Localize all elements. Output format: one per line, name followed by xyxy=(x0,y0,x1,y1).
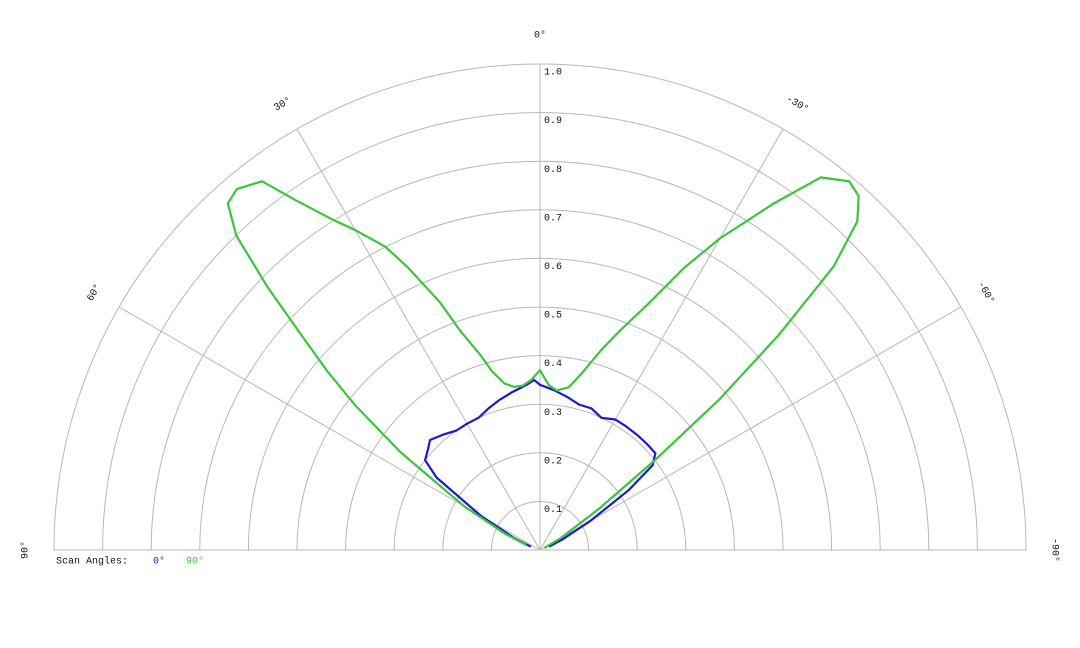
r-tick-label: 1.0 xyxy=(544,68,562,79)
r-tick-label: 0.8 xyxy=(544,165,562,176)
grid-spoke xyxy=(296,128,541,551)
legend-entry: 90° xyxy=(186,556,204,568)
theta-tick-label: 60° xyxy=(85,282,104,304)
grid-spoke xyxy=(539,306,962,551)
r-tick-label: 0.1 xyxy=(544,505,562,516)
theta-tick-label: 0° xyxy=(534,30,546,42)
r-tick-label: 0.4 xyxy=(544,359,562,370)
theta-tick-label: 90° xyxy=(20,541,32,559)
r-tick-label: 0.3 xyxy=(544,408,562,419)
r-tick-label: 0.6 xyxy=(544,262,562,273)
grid-spoke xyxy=(539,128,784,551)
r-tick-label: 0.2 xyxy=(544,456,562,467)
series-line xyxy=(226,176,860,549)
legend-title: Scan Angles: xyxy=(56,556,128,568)
theta-tick-label: 30° xyxy=(272,95,294,114)
theta-tick-label: -90° xyxy=(1048,538,1060,562)
r-tick-label: 0.5 xyxy=(544,311,562,322)
theta-tick-label: -30° xyxy=(784,93,811,115)
legend-entry: 0° xyxy=(153,556,165,568)
series-line xyxy=(424,378,657,548)
r-tick-label: 0.9 xyxy=(544,116,562,127)
r-tick-label: 0.7 xyxy=(544,213,562,224)
theta-tick-label: -60° xyxy=(974,279,996,306)
